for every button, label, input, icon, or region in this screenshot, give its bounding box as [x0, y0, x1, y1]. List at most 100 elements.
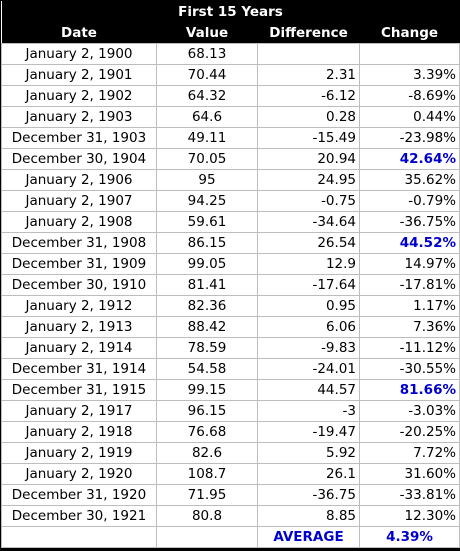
table-title: First 15 Years	[1, 1, 460, 22]
difference-cell: 24.95	[257, 169, 360, 191]
difference-cell: 0.95	[257, 295, 360, 317]
difference-cell: 8.85	[257, 505, 360, 527]
table-row: December 31, 1908 86.15 26.54 44.52%	[1, 232, 460, 254]
value-cell: 82.36	[156, 295, 258, 317]
average-row: AVERAGE 4.39%	[1, 526, 460, 548]
change-cell: 31.60%	[359, 463, 460, 485]
average-empty-cell	[156, 526, 258, 548]
average-label: AVERAGE	[257, 526, 360, 548]
value-cell: 68.13	[156, 43, 258, 65]
change-cell: 0.44%	[359, 106, 460, 128]
table-row: January 2, 1902 64.32 -6.12 -8.69%	[1, 85, 460, 107]
difference-cell	[257, 43, 360, 65]
header-value: Value	[156, 22, 258, 44]
difference-cell: 12.9	[257, 253, 360, 275]
value-cell: 88.42	[156, 316, 258, 338]
change-cell: 35.62%	[359, 169, 460, 191]
date-cell: December 31, 1914	[1, 358, 157, 380]
value-cell: 64.32	[156, 85, 258, 107]
date-cell: January 2, 1913	[1, 316, 157, 338]
change-cell: 14.97%	[359, 253, 460, 275]
table-row: January 2, 1900 68.13	[1, 43, 460, 65]
date-cell: January 2, 1920	[1, 463, 157, 485]
table-body: January 2, 1900 68.13 January 2, 1901 70.44…	[1, 43, 460, 527]
change-cell: 12.30%	[359, 505, 460, 527]
change-cell: 44.52%	[359, 232, 460, 254]
date-cell: December 31, 1903	[1, 127, 157, 149]
table-row: January 2, 1901 70.44 2.31 3.39%	[1, 64, 460, 86]
value-cell: 95	[156, 169, 258, 191]
table-row: January 2, 1908 59.61 -34.64 -36.75%	[1, 211, 460, 233]
table-row: December 31, 1903 49.11 -15.49 -23.98%	[1, 127, 460, 149]
value-cell: 86.15	[156, 232, 258, 254]
value-cell: 70.05	[156, 148, 258, 170]
change-cell: -30.55%	[359, 358, 460, 380]
change-cell: -11.12%	[359, 337, 460, 359]
value-cell: 71.95	[156, 484, 258, 506]
change-cell: -17.81%	[359, 274, 460, 296]
date-cell: January 2, 1901	[1, 64, 157, 86]
header-date: Date	[1, 22, 157, 44]
change-cell: -20.25%	[359, 421, 460, 443]
header-change: Change	[359, 22, 460, 44]
difference-cell: -17.64	[257, 274, 360, 296]
table-row: January 2, 1903 64.6 0.28 0.44%	[1, 106, 460, 128]
value-cell: 76.68	[156, 421, 258, 443]
difference-cell: -19.47	[257, 421, 360, 443]
value-cell: 80.8	[156, 505, 258, 527]
difference-cell: -6.12	[257, 85, 360, 107]
difference-cell: -15.49	[257, 127, 360, 149]
average-value: 4.39%	[359, 526, 460, 548]
date-cell: January 2, 1900	[1, 43, 157, 65]
date-cell: January 2, 1914	[1, 337, 157, 359]
date-cell: January 2, 1917	[1, 400, 157, 422]
change-cell: -36.75%	[359, 211, 460, 233]
table-row: January 2, 1913 88.42 6.06 7.36%	[1, 316, 460, 338]
change-cell: -0.79%	[359, 190, 460, 212]
difference-cell: 2.31	[257, 64, 360, 86]
value-cell: 94.25	[156, 190, 258, 212]
value-cell: 108.7	[156, 463, 258, 485]
date-cell: December 30, 1904	[1, 148, 157, 170]
value-cell: 99.05	[156, 253, 258, 275]
difference-cell: -3	[257, 400, 360, 422]
difference-cell: -0.75	[257, 190, 360, 212]
value-cell: 70.44	[156, 64, 258, 86]
average-empty-cell	[1, 526, 157, 548]
difference-cell: 26.54	[257, 232, 360, 254]
table-row: December 30, 1910 81.41 -17.64 -17.81%	[1, 274, 460, 296]
table-header-row: Date Value Difference Change	[1, 22, 460, 44]
table-title-row: First 15 Years	[1, 1, 460, 22]
change-cell: 7.36%	[359, 316, 460, 338]
date-cell: December 31, 1915	[1, 379, 157, 401]
date-cell: January 2, 1912	[1, 295, 157, 317]
date-cell: December 30, 1910	[1, 274, 157, 296]
date-cell: December 30, 1921	[1, 505, 157, 527]
value-cell: 78.59	[156, 337, 258, 359]
change-cell: 1.17%	[359, 295, 460, 317]
change-cell: -23.98%	[359, 127, 460, 149]
value-cell: 82.6	[156, 442, 258, 464]
date-cell: January 2, 1919	[1, 442, 157, 464]
value-cell: 54.58	[156, 358, 258, 380]
difference-cell: -24.01	[257, 358, 360, 380]
difference-cell: -9.83	[257, 337, 360, 359]
value-cell: 64.6	[156, 106, 258, 128]
table-row: January 2, 1920 108.7 26.1 31.60%	[1, 463, 460, 485]
header-difference: Difference	[257, 22, 360, 44]
table-row: January 2, 1912 82.36 0.95 1.17%	[1, 295, 460, 317]
change-cell: 81.66%	[359, 379, 460, 401]
date-cell: January 2, 1903	[1, 106, 157, 128]
difference-cell: 26.1	[257, 463, 360, 485]
difference-cell: 6.06	[257, 316, 360, 338]
change-cell: 3.39%	[359, 64, 460, 86]
change-cell: 42.64%	[359, 148, 460, 170]
value-cell: 96.15	[156, 400, 258, 422]
table-row: December 30, 1904 70.05 20.94 42.64%	[1, 148, 460, 170]
table-row: January 2, 1906 95 24.95 35.62%	[1, 169, 460, 191]
date-cell: January 2, 1908	[1, 211, 157, 233]
change-cell	[359, 43, 460, 65]
change-cell: -3.03%	[359, 400, 460, 422]
table-row: January 2, 1918 76.68 -19.47 -20.25%	[1, 421, 460, 443]
